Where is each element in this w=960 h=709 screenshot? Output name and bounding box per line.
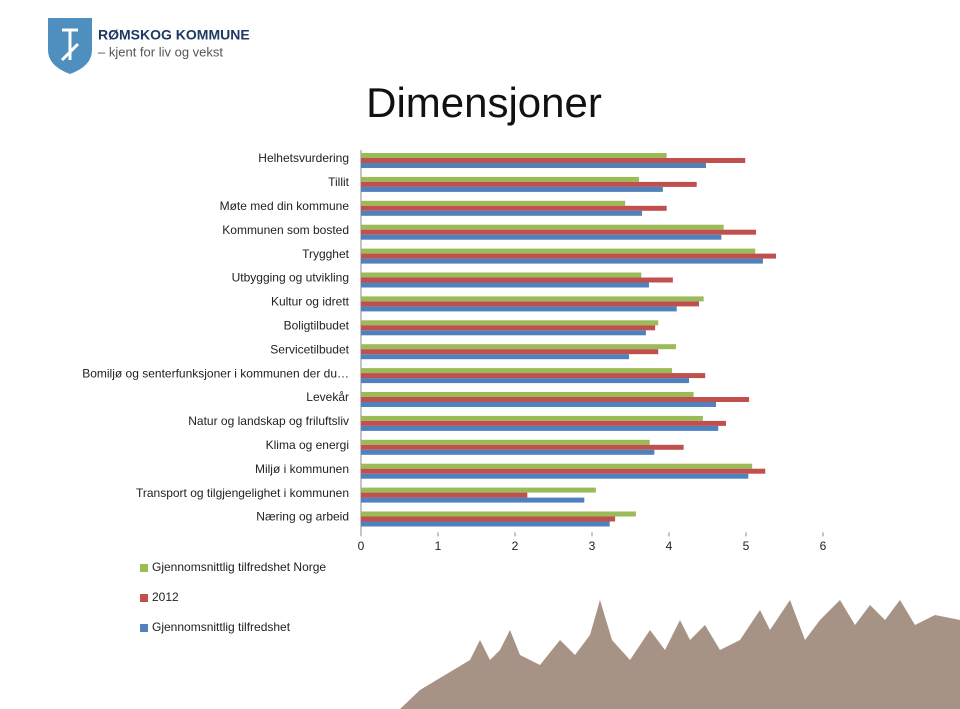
- category-label: Klima og energi: [266, 438, 349, 452]
- bar: [361, 200, 626, 206]
- bar: [361, 487, 596, 493]
- bar: [361, 186, 663, 192]
- bar: [361, 349, 659, 355]
- logo: RØMSKOG KOMMUNE – kjent for liv og vekst: [48, 18, 250, 74]
- bar: [361, 439, 650, 445]
- category-label: Levekår: [306, 390, 349, 404]
- legend-label: Gjennomsnittlig tilfredshet: [152, 620, 291, 634]
- bar: [361, 354, 629, 360]
- bar: [361, 163, 706, 168]
- bar: [361, 282, 649, 288]
- bar: [361, 368, 673, 374]
- bar: [361, 516, 616, 522]
- bar: [361, 210, 643, 216]
- category-label: Trygghet: [302, 247, 350, 261]
- x-tick-label: 0: [358, 539, 365, 553]
- category-label: Kultur og idrett: [271, 295, 350, 309]
- x-tick-label: 3: [589, 539, 596, 553]
- org-tagline: – kjent for liv og vekst: [98, 44, 223, 59]
- x-tick-label: 4: [666, 539, 673, 553]
- bar: [361, 463, 753, 469]
- category-label: Kommunen som bosted: [222, 223, 349, 237]
- bar: [361, 511, 636, 517]
- x-tick-label: 1: [435, 539, 442, 553]
- background-trees: [400, 600, 960, 709]
- bar: [361, 420, 726, 426]
- bar: [361, 224, 724, 230]
- category-label: Helhetsvurdering: [258, 151, 349, 165]
- category-label: Transport og tilgjengelighet i kommunen: [136, 486, 349, 500]
- bar: [361, 153, 667, 158]
- x-tick-label: 2: [512, 539, 519, 553]
- bar: [361, 301, 700, 307]
- x-tick-label: 5: [743, 539, 750, 553]
- bar: [361, 320, 659, 326]
- bar: [361, 497, 585, 503]
- category-label: Næring og arbeid: [256, 510, 349, 524]
- bar: [361, 248, 756, 254]
- bar: [361, 449, 655, 455]
- category-label: Bomiljø og senterfunksjoner i kommunen d…: [82, 366, 349, 380]
- bar: [361, 473, 749, 479]
- bar: [361, 468, 766, 474]
- bar: [361, 277, 673, 283]
- bar: [361, 272, 642, 278]
- legend-label: Gjennomsnittlig tilfredshet Norge: [152, 560, 326, 574]
- bar: [361, 425, 719, 431]
- bar: [361, 253, 777, 259]
- bar: [361, 229, 757, 235]
- bar: [361, 415, 703, 421]
- logo-emblem: [60, 28, 80, 62]
- org-name: RØMSKOG KOMMUNE: [98, 27, 250, 43]
- bar: [361, 234, 722, 240]
- bar: [361, 344, 676, 350]
- bar: [361, 158, 746, 163]
- bar: [361, 373, 706, 379]
- legend-swatch: [140, 624, 148, 632]
- category-label: Natur og landskap og friluftsliv: [188, 414, 349, 428]
- category-label: Miljø i kommunen: [255, 462, 349, 476]
- bar: [361, 306, 677, 312]
- x-tick-label: 6: [820, 539, 827, 553]
- chart-title: Dimensjoner: [366, 79, 602, 126]
- bar: [361, 258, 763, 264]
- bar: [361, 181, 697, 187]
- bar: [361, 444, 684, 450]
- bar: [361, 492, 528, 498]
- legend-swatch: [140, 564, 148, 572]
- bar: [361, 521, 610, 527]
- bar: [361, 378, 690, 384]
- bar: [361, 205, 667, 211]
- bar: [361, 176, 639, 182]
- category-label: Servicetilbudet: [270, 342, 349, 356]
- legend-swatch: [140, 594, 148, 602]
- category-label: Møte med din kommune: [220, 199, 350, 213]
- bar: [361, 296, 704, 302]
- bar: [361, 330, 646, 336]
- category-label: Utbygging og utvikling: [232, 271, 349, 285]
- category-label: Tillit: [328, 175, 350, 189]
- bar: [361, 325, 656, 331]
- bar: [361, 397, 750, 402]
- bar: [361, 402, 716, 407]
- legend-label: 2012: [152, 590, 179, 604]
- category-label: Boligtilbudet: [284, 318, 350, 332]
- bar: [361, 392, 694, 397]
